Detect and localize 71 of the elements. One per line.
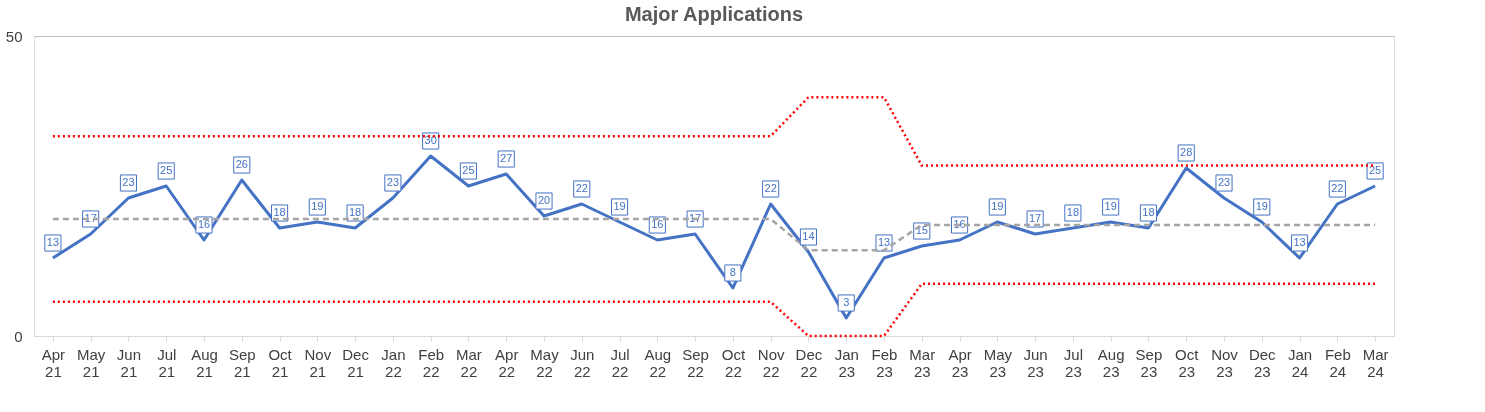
data-label: 13 bbox=[1293, 236, 1306, 248]
x-tick-label: Jul 23 bbox=[1063, 345, 1083, 380]
data-label: 17 bbox=[688, 212, 702, 224]
x-tick-label: Nov 22 bbox=[757, 345, 785, 380]
x-tick-label: May 23 bbox=[983, 345, 1013, 380]
x-tick-label: Apr 21 bbox=[41, 345, 66, 380]
data-label: 26 bbox=[235, 158, 248, 170]
x-tick-label: Dec 22 bbox=[795, 345, 823, 380]
data-label: 8 bbox=[729, 266, 736, 278]
data-label: 3 bbox=[843, 296, 850, 308]
x-tick-label: Sep 22 bbox=[682, 345, 709, 380]
x-tick-label: Jan 22 bbox=[381, 345, 406, 380]
x-tick-label: Oct 23 bbox=[1175, 345, 1200, 380]
data-label: 23 bbox=[1217, 176, 1231, 188]
y-tick-label: 50 bbox=[5, 27, 23, 45]
x-tick-label: Feb 24 bbox=[1324, 345, 1351, 380]
x-tick-label: Nov 23 bbox=[1211, 345, 1239, 380]
x-tick-label: May 22 bbox=[530, 345, 560, 380]
data-label: 20 bbox=[537, 194, 551, 206]
data-label: 25 bbox=[160, 164, 173, 176]
data-label: 25 bbox=[1368, 164, 1382, 176]
data-label: 23 bbox=[386, 176, 400, 188]
data-label: 18 bbox=[273, 206, 286, 218]
x-tick-label: Jan 24 bbox=[1287, 345, 1313, 380]
x-tick-label: Aug 23 bbox=[1097, 345, 1125, 380]
x-tick-label: Nov 21 bbox=[304, 345, 332, 380]
data-label: 23 bbox=[122, 176, 135, 188]
data-label: 28 bbox=[1180, 146, 1193, 158]
x-tick-label: Apr 23 bbox=[948, 345, 972, 380]
data-label: 13 bbox=[46, 236, 60, 248]
data-label: 19 bbox=[613, 200, 626, 212]
x-tick-label: Mar 24 bbox=[1362, 345, 1389, 380]
x-tick-label: Feb 22 bbox=[418, 345, 445, 380]
data-label: 13 bbox=[877, 236, 891, 248]
data-label: 19 bbox=[311, 200, 324, 212]
data-label: 19 bbox=[991, 200, 1004, 212]
data-label: 22 bbox=[764, 182, 777, 194]
data-label: 18 bbox=[1066, 206, 1080, 218]
x-tick-label: Oct 21 bbox=[268, 345, 293, 380]
data-label: 16 bbox=[197, 218, 211, 230]
x-tick-label: Jul 21 bbox=[157, 345, 177, 380]
data-label: 18 bbox=[1142, 206, 1155, 218]
data-label: 19 bbox=[1255, 200, 1268, 212]
x-tick-label: Apr 22 bbox=[495, 345, 519, 380]
data-label: 25 bbox=[462, 164, 475, 176]
x-tick-label: Aug 21 bbox=[191, 345, 218, 380]
x-tick-label: Jun 21 bbox=[116, 345, 142, 380]
y-tick-label: 0 bbox=[14, 327, 23, 345]
data-label: 17 bbox=[1028, 212, 1042, 224]
x-tick-label: Jun 23 bbox=[1023, 345, 1048, 380]
x-tick-label: Mar 23 bbox=[909, 345, 936, 380]
x-tick-label: May 21 bbox=[76, 345, 106, 380]
data-label: 27 bbox=[500, 152, 513, 164]
x-tick-label: Sep 23 bbox=[1135, 345, 1163, 380]
x-tick-label: Feb 23 bbox=[871, 345, 898, 380]
x-tick-label: Dec 23 bbox=[1248, 345, 1277, 380]
data-label: 22 bbox=[1331, 182, 1344, 194]
x-tick-label: Jun 22 bbox=[570, 345, 595, 380]
chart-title: Major Applications bbox=[624, 3, 804, 25]
data-label: 19 bbox=[1104, 200, 1117, 212]
data-label: 18 bbox=[348, 206, 362, 218]
x-tick-label: Aug 22 bbox=[644, 345, 672, 380]
x-tick-label: Jul 22 bbox=[610, 345, 630, 380]
x-tick-label: Oct 22 bbox=[721, 345, 746, 380]
data-label: 16 bbox=[651, 218, 664, 230]
data-label: 14 bbox=[802, 230, 815, 242]
x-tick-label: Mar 22 bbox=[456, 345, 482, 380]
x-tick-label: Jan 23 bbox=[834, 345, 859, 380]
x-tick-label: Sep 21 bbox=[228, 345, 256, 380]
data-label: 22 bbox=[575, 182, 588, 194]
x-tick-label: Dec 21 bbox=[342, 345, 370, 380]
